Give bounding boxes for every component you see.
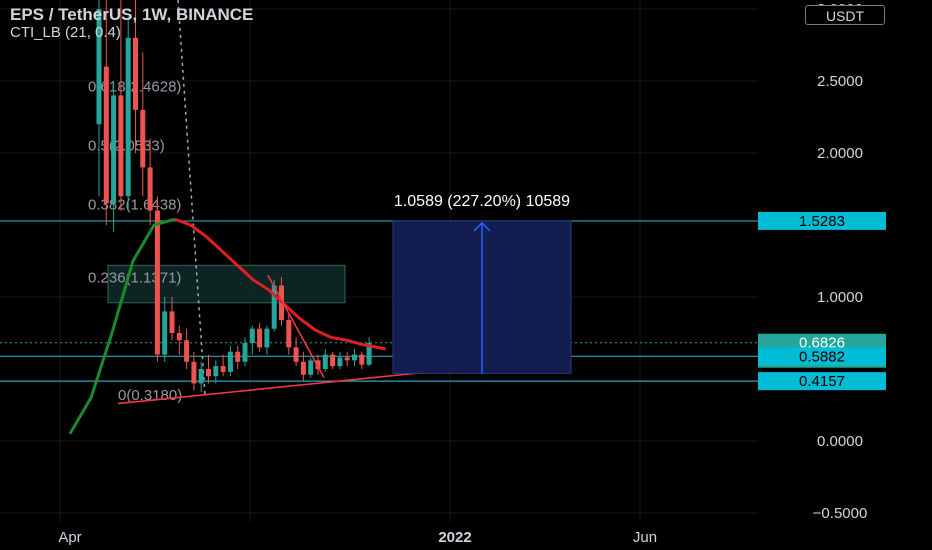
candle-body: [271, 285, 277, 329]
candle-body: [133, 37, 138, 110]
candle-body: [169, 311, 175, 333]
candle-body: [176, 333, 182, 341]
candle-body: [308, 360, 314, 375]
candle-body: [330, 354, 336, 367]
horizontal-levels: [0, 220, 758, 382]
cti-line-falling: [174, 217, 386, 351]
projection-arrowhead: [473, 221, 491, 232]
candle-body: [140, 109, 146, 168]
fib-level-label: 0.236(1.1371): [88, 269, 181, 286]
candle-body: [125, 37, 131, 197]
candle-body: [242, 343, 248, 362]
candle-body: [249, 328, 255, 344]
price-tick-label: 2.0000: [817, 145, 863, 162]
candle-body: [184, 340, 190, 362]
candle-body: [118, 95, 124, 197]
price-tick-label: −0.5000: [813, 505, 868, 522]
candle-body: [220, 366, 226, 372]
drawing-zones: [107, 264, 346, 304]
trendline: [117, 368, 459, 405]
candle-body: [359, 354, 365, 365]
candle-body: [293, 347, 299, 362]
level-price-label-bg: [758, 211, 886, 230]
candle-body: [352, 354, 357, 361]
cti-indicator: [68, 217, 386, 435]
symbol-title[interactable]: EPS / TetherUS, 1W, BINANCE: [10, 5, 254, 24]
time-tick-label: Apr: [58, 529, 81, 546]
candle-body: [103, 66, 109, 204]
candle-body: [257, 328, 263, 348]
candle-body: [96, 9, 102, 125]
fib-level-label: 0(0.3180): [118, 387, 182, 404]
candle-body: [366, 343, 372, 365]
time-tick-label: Jun: [633, 529, 657, 546]
candle-body: [286, 320, 292, 348]
level-price-label: 0.5882: [799, 348, 845, 365]
candle-body: [198, 369, 204, 384]
candle-body: [264, 328, 270, 348]
candle-body: [227, 351, 233, 372]
projection-label: 1.0589 (227.20%) 10589: [394, 193, 570, 210]
fib-zone-box: [107, 264, 346, 304]
candle-body: [322, 354, 328, 369]
price-tick-label: 1.0000: [817, 289, 863, 306]
price-tick-label: 0.0000: [817, 433, 863, 450]
fib-anchor-line: [177, 0, 206, 396]
candle-body: [206, 369, 211, 377]
indicator-legend[interactable]: CTI_LB (21, 0.4): [10, 24, 121, 41]
currency-button[interactable]: USDT: [805, 5, 885, 25]
projection-tool[interactable]: 1.0589 (227.20%) 10589: [392, 193, 572, 374]
candle-body: [191, 361, 197, 384]
level-price-label: 0.4157: [799, 373, 845, 390]
candle-body: [344, 357, 350, 361]
level-price-label: 1.5283: [799, 213, 845, 230]
candle-body: [235, 351, 241, 362]
cti-line-rising: [68, 217, 176, 435]
level-price-label-bg: [758, 372, 886, 391]
candle-body: [162, 311, 168, 355]
candle-body: [300, 361, 306, 375]
time-tick-label: 2022: [438, 529, 471, 546]
price-tick-label: 2.5000: [817, 73, 863, 90]
candle-body: [111, 95, 117, 204]
candle-body: [154, 210, 160, 355]
fib-level-label: 0.382(1.6438): [88, 196, 181, 213]
trendline: [267, 275, 325, 379]
candle-body: [315, 360, 321, 369]
time-axis: Apr 2022 Jun: [58, 529, 657, 546]
candle-body: [213, 366, 219, 377]
level-price-label-bg: [758, 347, 886, 366]
trendlines: [117, 275, 459, 405]
candle-body: [147, 167, 153, 211]
candle-body: [337, 357, 343, 367]
